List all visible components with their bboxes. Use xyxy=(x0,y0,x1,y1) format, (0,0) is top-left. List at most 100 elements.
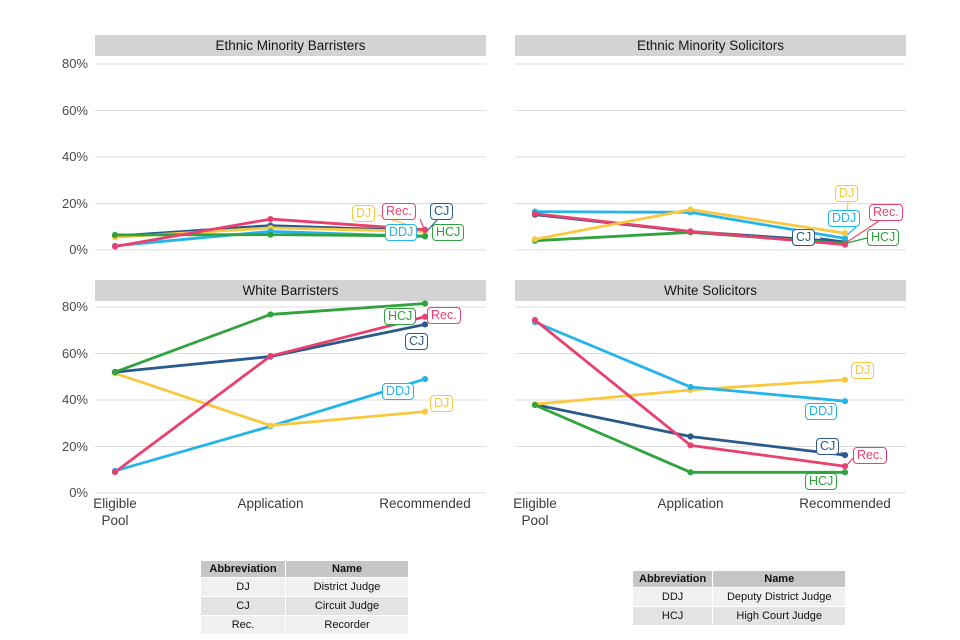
data-point-ddj-1 xyxy=(687,383,694,391)
label-leader-hcj xyxy=(846,237,868,244)
table-cell-name: District Judge xyxy=(286,578,408,596)
abbreviation-table-left: Abbreviation Name DJ District Judge CJ C… xyxy=(200,560,409,635)
data-point-cj-2 xyxy=(841,452,849,459)
data-point-hcj-2 xyxy=(421,232,429,240)
y-axis-tick-20: 20% xyxy=(61,195,88,211)
table-header-abbreviation: Abbreviation xyxy=(201,561,285,577)
table-cell-abbr: DJ xyxy=(201,578,285,596)
series-label-dj-white-solicitors: DJ xyxy=(851,362,875,380)
label-leader-cj xyxy=(819,237,843,242)
data-point-rec-1 xyxy=(267,215,274,223)
y-axis-tick-60: 60% xyxy=(61,345,88,361)
table-header-row: Abbreviation Name xyxy=(201,561,408,577)
data-point-hcj-1 xyxy=(267,311,274,318)
table-cell-name: Circuit Judge xyxy=(286,597,408,615)
y-axis-tick-40: 40% xyxy=(61,392,88,407)
label-leader-cj xyxy=(840,451,846,457)
panel-plot-white-barristers xyxy=(95,300,486,494)
x-axis-label-application: Application xyxy=(657,496,724,511)
panel-plot-ethnic-minority-barristers xyxy=(95,63,486,251)
series-label-cj-white-solicitors: CJ xyxy=(816,438,840,456)
data-point-dj-2 xyxy=(421,408,429,415)
label-leader-rec xyxy=(846,457,854,466)
data-point-rec-0 xyxy=(531,316,539,324)
series-label-dj-ethnic-minority-solicitors: DJ xyxy=(835,185,859,203)
data-point-cj-2 xyxy=(421,321,429,328)
series-label-dj-ethnic-minority-barristers: DJ xyxy=(352,205,376,223)
table-row: Rec. Recorder xyxy=(201,616,408,634)
y-axis-tick-0: 0% xyxy=(69,485,88,500)
data-point-cj-1 xyxy=(687,433,694,440)
panel-plot-white-solicitors xyxy=(515,306,906,494)
table-cell-abbr: HCJ xyxy=(633,607,713,625)
series-label-cj-ethnic-minority-solicitors: CJ xyxy=(792,229,816,247)
data-point-dj-0 xyxy=(531,236,539,243)
table-row: DJ District Judge xyxy=(201,578,408,596)
x-axis-label-recommended: Recommended xyxy=(379,496,471,511)
series-label-dj-white-barristers: DJ xyxy=(430,395,454,413)
data-point-dj-2 xyxy=(841,230,849,237)
series-label-cj-ethnic-minority-barristers: CJ xyxy=(430,203,454,221)
x-axis-label-application: Application xyxy=(237,496,304,511)
data-point-hcj-1 xyxy=(267,231,274,238)
table-cell-name: High Court Judge xyxy=(713,607,846,625)
data-point-hcj-0 xyxy=(111,369,119,376)
data-point-hcj-0 xyxy=(531,402,539,409)
x-axis-label-eligible-pool: Eligible Pool xyxy=(513,496,557,528)
data-point-ddj-2 xyxy=(421,375,429,383)
data-point-rec-0 xyxy=(111,468,119,476)
data-point-hcj-2 xyxy=(841,469,849,476)
series-label-ddj-white-barristers: DDJ xyxy=(382,383,415,401)
table-cell-name: Deputy District Judge xyxy=(713,588,846,606)
data-point-dj-2 xyxy=(841,376,849,383)
y-axis-tick-80: 80% xyxy=(61,299,88,314)
abbreviation-table-right: Abbreviation Name DDJ Deputy District Ju… xyxy=(632,570,846,626)
data-point-dj-1 xyxy=(267,422,274,429)
table-header-name: Name xyxy=(286,561,408,577)
y-axis-tick-80: 80% xyxy=(61,56,88,71)
series-label-hcj-white-solicitors: HCJ xyxy=(805,473,838,491)
data-point-rec-1 xyxy=(687,228,694,235)
y-axis-tick-0: 0% xyxy=(69,242,88,257)
y-axis-tick-20: 20% xyxy=(61,438,88,454)
series-label-ddj-white-solicitors: DDJ xyxy=(805,403,838,421)
table-header-name: Name xyxy=(713,571,846,587)
panel-title-ethnic-minority-solicitors: Ethnic Minority Solicitors xyxy=(515,35,906,56)
series-label-hcj-ethnic-minority-solicitors: HCJ xyxy=(867,229,900,247)
table-row: CJ Circuit Judge xyxy=(201,597,408,615)
y-axis-tick-40: 40% xyxy=(61,149,88,164)
table-cell-abbr: CJ xyxy=(201,597,285,615)
series-label-hcj-white-barristers: HCJ xyxy=(384,308,417,326)
data-point-rec-0 xyxy=(531,210,539,217)
table-row: DDJ Deputy District Judge xyxy=(633,588,846,606)
series-label-rec-white-solicitors: Rec. xyxy=(853,447,887,465)
series-line-cj xyxy=(113,323,427,374)
x-axis-label-eligible-pool: Eligible Pool xyxy=(93,496,137,528)
x-axis-label-recommended: Recommended xyxy=(799,496,891,511)
series-label-rec-white-barristers: Rec. xyxy=(427,307,461,325)
data-point-rec-1 xyxy=(687,442,694,449)
data-point-rec-2 xyxy=(841,463,849,470)
series-label-ddj-ethnic-minority-barristers: DDJ xyxy=(385,224,418,242)
series-label-hcj-ethnic-minority-barristers: HCJ xyxy=(432,224,465,242)
data-point-rec-1 xyxy=(267,352,274,360)
panel-plot-ethnic-minority-solicitors xyxy=(515,63,906,251)
label-leader-rec xyxy=(846,220,880,243)
data-point-ddj-2 xyxy=(841,398,849,405)
table-cell-abbr: DDJ xyxy=(633,588,713,606)
series-line-dj xyxy=(113,371,427,427)
data-point-hcj-1 xyxy=(687,469,694,476)
series-label-rec-ethnic-minority-barristers: Rec. xyxy=(382,203,416,221)
data-point-hcj-0 xyxy=(111,231,119,238)
data-point-ddj-2 xyxy=(841,235,849,242)
data-point-rec-0 xyxy=(111,243,119,250)
series-label-ddj-ethnic-minority-solicitors: DDJ xyxy=(828,210,861,228)
series-label-rec-ethnic-minority-solicitors: Rec. xyxy=(869,204,903,222)
panel-title-white-barristers: White Barristers xyxy=(95,280,486,301)
table-cell-abbr: Rec. xyxy=(201,616,285,634)
table-row: HCJ High Court Judge xyxy=(633,607,846,625)
series-label-cj-white-barristers: CJ xyxy=(405,333,429,351)
table-header-row: Abbreviation Name xyxy=(633,571,846,587)
label-leader-rec xyxy=(419,218,425,230)
